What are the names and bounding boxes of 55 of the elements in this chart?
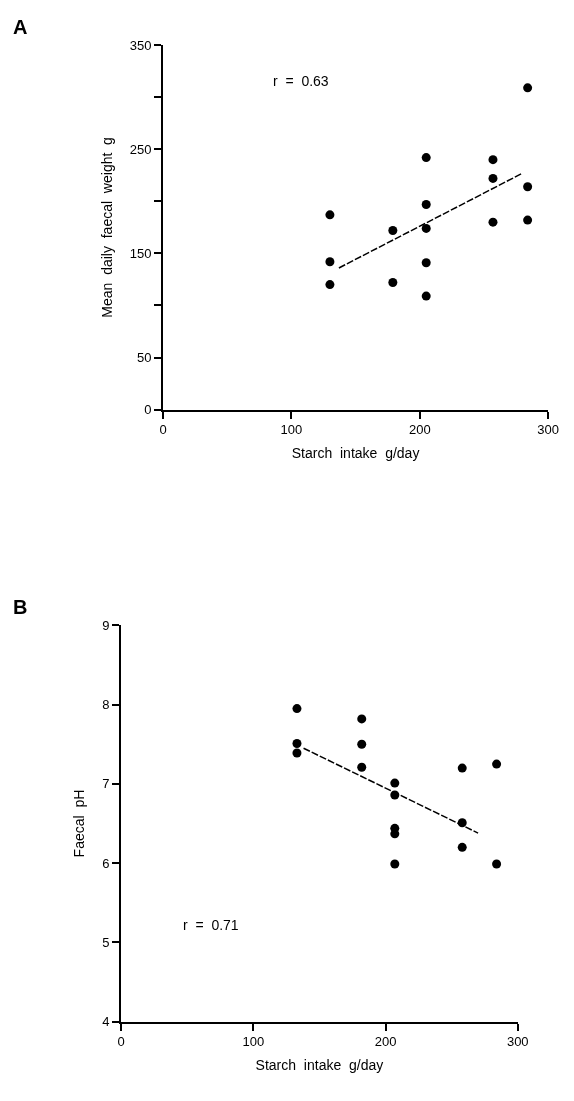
x-tick-label: 200 <box>374 1034 397 1050</box>
y-tick-label: 6 <box>102 855 110 871</box>
point <box>421 153 431 163</box>
point <box>523 182 533 192</box>
y-tick-label: 150 <box>129 245 152 261</box>
point <box>325 257 335 267</box>
point <box>488 155 498 165</box>
point <box>292 748 302 758</box>
point <box>388 278 398 288</box>
point <box>357 762 367 772</box>
point <box>388 225 398 235</box>
point <box>523 215 533 225</box>
point <box>488 173 498 183</box>
point <box>421 223 431 233</box>
annotation: r = 0.63 <box>273 73 329 89</box>
y-tick-label: 4 <box>102 1014 110 1030</box>
x-tick-label: 300 <box>506 1034 529 1050</box>
point <box>523 83 533 93</box>
chart-title: A <box>13 16 28 38</box>
point <box>325 280 335 290</box>
point <box>325 210 335 220</box>
x-tick-label: 100 <box>242 1034 265 1050</box>
point <box>457 842 467 852</box>
x-tick-label: 200 <box>408 422 431 438</box>
y-axis-title: Faecal pH <box>71 789 88 858</box>
y-tick-label: 9 <box>102 617 110 633</box>
x-tick-label: 0 <box>159 422 167 438</box>
y-tick-label: 50 <box>136 350 152 366</box>
y-tick-label: 8 <box>102 697 110 713</box>
y-tick-label: 7 <box>102 776 110 792</box>
y-tick-label: 0 <box>144 402 152 418</box>
annotation: r = 0.71 <box>183 917 239 933</box>
point <box>292 704 302 714</box>
point <box>390 778 400 788</box>
y-tick-label: 250 <box>129 141 152 157</box>
x-tick-label: 100 <box>280 422 303 438</box>
point <box>390 859 400 869</box>
y-tick-label: 5 <box>102 935 110 951</box>
x-axis-title: Starch intake g/day <box>255 1057 384 1074</box>
point <box>421 258 431 268</box>
point <box>492 759 502 769</box>
point <box>421 199 431 209</box>
point <box>292 738 302 748</box>
point <box>357 739 367 749</box>
x-tick-label: 300 <box>537 422 560 438</box>
y-tick-label: 350 <box>129 37 152 53</box>
point <box>492 859 502 869</box>
point <box>421 291 431 301</box>
point <box>457 763 467 773</box>
y-axis-title: Mean daily faecal weight g <box>98 137 115 318</box>
point <box>357 714 367 724</box>
x-tick-label: 0 <box>117 1034 125 1050</box>
chart-title: B <box>13 596 28 618</box>
x-axis-title: Starch intake g/day <box>291 444 420 461</box>
point <box>488 217 498 227</box>
